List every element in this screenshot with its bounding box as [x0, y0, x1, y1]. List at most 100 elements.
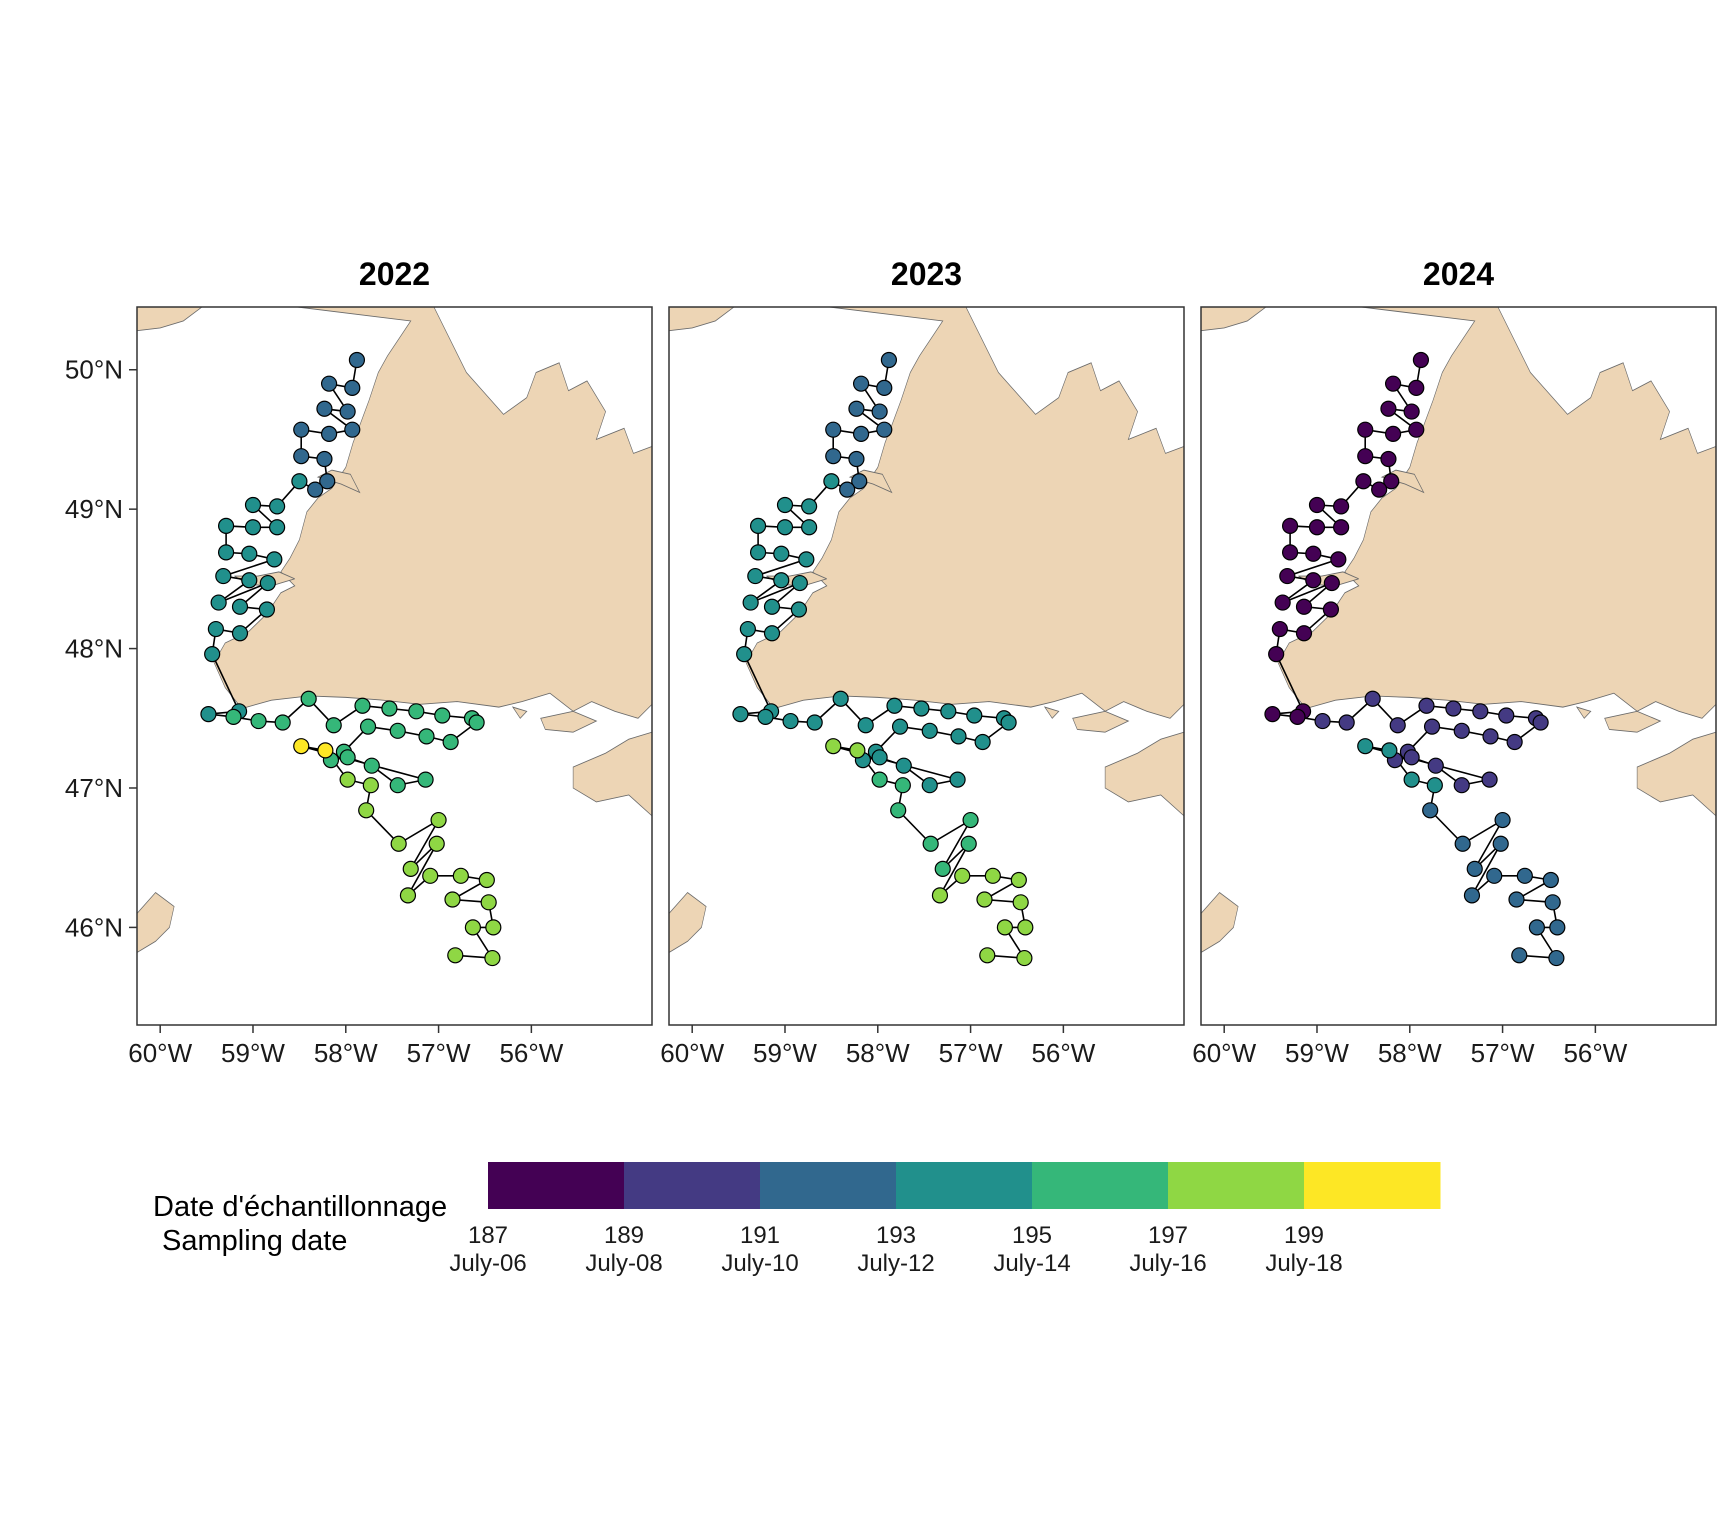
- station-point: [1364, 690, 1381, 707]
- legend-date-label: July-14: [993, 1250, 1070, 1277]
- legend-doy-label: 189: [604, 1222, 644, 1249]
- station-point: [1403, 749, 1420, 766]
- station-point: [773, 572, 790, 589]
- station-point: [317, 742, 334, 759]
- station-point: [408, 703, 425, 720]
- station-point: [1000, 714, 1017, 731]
- station-point: [1453, 777, 1470, 794]
- station-point: [1355, 473, 1372, 490]
- station-point: [422, 867, 439, 884]
- station-point: [204, 646, 221, 663]
- station-point: [244, 496, 262, 514]
- x-tick-label: 59°W: [1285, 1038, 1349, 1068]
- station-point: [934, 860, 951, 877]
- station-point: [241, 545, 258, 562]
- station-point: [1383, 473, 1400, 490]
- station-point: [950, 728, 967, 745]
- station-point: [954, 867, 971, 884]
- legend-color-bin: [1168, 1162, 1305, 1209]
- station-point: [1308, 519, 1326, 536]
- station-point: [1357, 421, 1374, 438]
- x-tick-label: 60°W: [660, 1038, 724, 1068]
- station-point: [428, 835, 445, 852]
- station-point: [1264, 705, 1281, 723]
- legend-date-label: July-06: [449, 1250, 526, 1277]
- station-point: [1427, 757, 1444, 774]
- station-point: [801, 498, 818, 515]
- station-point: [791, 574, 808, 592]
- station-point: [442, 733, 459, 751]
- x-tick-label: 58°W: [846, 1038, 910, 1068]
- station-point: [736, 646, 753, 663]
- station-point: [749, 544, 767, 561]
- station-point: [1305, 545, 1322, 562]
- station-point: [890, 802, 907, 819]
- station-point: [231, 625, 249, 642]
- station-point: [1338, 714, 1355, 731]
- station-point: [825, 738, 842, 755]
- station-point: [348, 351, 366, 369]
- station-point: [231, 598, 249, 615]
- station-point: [1357, 738, 1374, 755]
- station-point: [921, 777, 938, 794]
- station-point: [339, 403, 356, 420]
- legend-doy-label: 187: [468, 1222, 508, 1249]
- station-point: [217, 544, 235, 561]
- station-point: [1494, 811, 1511, 829]
- legend-color-bin: [488, 1162, 625, 1209]
- y-tick-label: 49°N: [65, 494, 123, 524]
- legend-color-bin: [760, 1162, 897, 1209]
- station-point: [1482, 728, 1499, 745]
- panel-frame: [1200, 306, 1717, 1026]
- station-point: [293, 421, 310, 438]
- panel-title: 2023: [891, 256, 962, 292]
- station-point: [1295, 598, 1313, 615]
- x-tick-label: 58°W: [1378, 1038, 1442, 1068]
- station-point: [1333, 519, 1350, 536]
- station-point: [390, 835, 407, 852]
- station-point: [1486, 867, 1503, 884]
- station-point: [763, 598, 781, 615]
- station-point: [217, 517, 235, 534]
- station-point: [848, 400, 865, 417]
- x-tick-label: 59°W: [753, 1038, 817, 1068]
- station-point: [250, 712, 267, 730]
- map-panel-2023: 2023 60°W 59°W 58°W 57°W 56°W: [660, 256, 1185, 1068]
- station-point: [876, 379, 893, 396]
- y-tick-label: 48°N: [65, 634, 123, 664]
- x-tick-label: 56°W: [499, 1038, 563, 1068]
- station-point: [1333, 498, 1350, 515]
- station-point: [381, 700, 398, 717]
- station-point: [852, 425, 870, 442]
- station-point: [1532, 714, 1549, 731]
- x-tick-label: 60°W: [128, 1038, 192, 1068]
- panel-frame: [668, 306, 1185, 1026]
- station-point: [749, 517, 767, 534]
- station-point: [417, 771, 434, 788]
- station-point: [801, 519, 818, 536]
- station-point: [825, 421, 842, 438]
- station-point: [823, 473, 840, 490]
- station-point: [480, 894, 497, 911]
- station-point: [1528, 919, 1546, 936]
- station-point: [319, 473, 336, 490]
- legend-color-bin: [624, 1162, 761, 1209]
- station-point: [747, 567, 764, 585]
- station-point: [1426, 777, 1443, 794]
- station-point: [1389, 717, 1406, 734]
- station-point: [1403, 403, 1420, 420]
- station-point: [464, 919, 482, 936]
- station-point: [1012, 894, 1029, 911]
- station-point: [339, 771, 356, 788]
- station-point: [1016, 949, 1033, 967]
- station-point: [1281, 544, 1299, 561]
- legend-title-en: Sampling date: [162, 1225, 347, 1257]
- station-point: [851, 473, 868, 490]
- station-point: [848, 450, 865, 468]
- station-point: [1548, 949, 1565, 967]
- station-point: [871, 749, 888, 766]
- station-points: [732, 351, 1034, 967]
- station-point: [1492, 835, 1509, 852]
- station-point: [1412, 351, 1430, 369]
- station-point: [1271, 620, 1288, 638]
